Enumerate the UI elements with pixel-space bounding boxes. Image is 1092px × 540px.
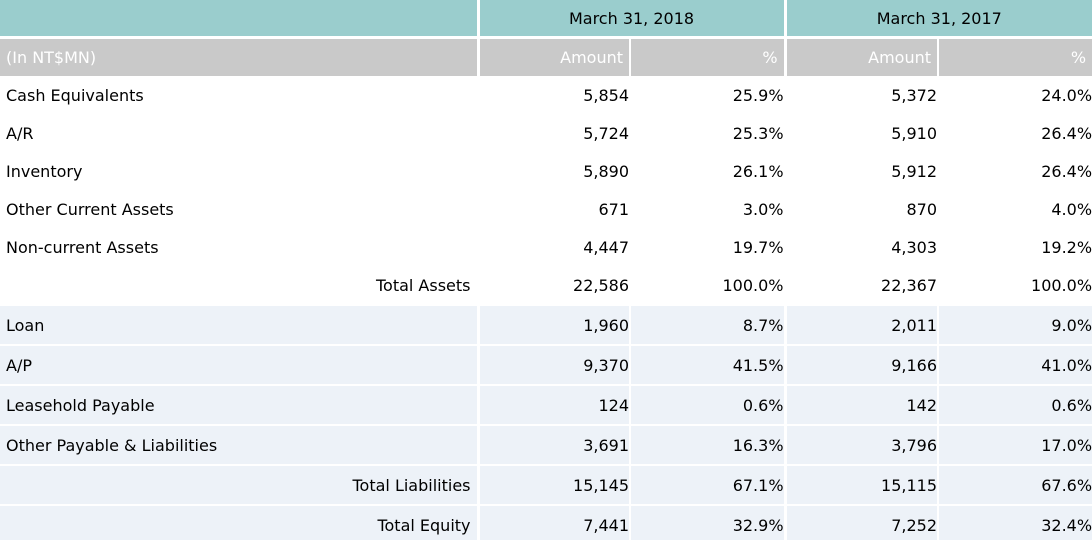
amount-2018-cell: 7,441 <box>476 504 630 540</box>
header-corner-cell <box>0 0 478 39</box>
amount-2018-cell: 15,145 <box>476 464 630 505</box>
percent-2018-cell: 41.5% <box>628 344 786 385</box>
percent-2017-cell: 32.4% <box>937 504 1092 540</box>
row-label: Total Equity <box>0 504 478 540</box>
table-row-other-current-assets: Other Current Assets 671 3.0% 870 4.0% <box>0 190 1092 228</box>
amount-2017-cell: 5,912 <box>783 152 939 190</box>
table-row-other-payable-liabilities: Other Payable & Liabilities 3,691 16.3% … <box>0 424 1092 465</box>
amount-2018-cell: 671 <box>476 190 630 228</box>
row-label: Loan <box>0 304 478 345</box>
table-row-inventory: Inventory 5,890 26.1% 5,912 26.4% <box>0 152 1092 190</box>
header-amount-2017: Amount <box>783 37 939 76</box>
amount-2017-cell: 142 <box>783 384 939 425</box>
percent-2018-cell: 26.1% <box>628 152 786 190</box>
row-label: Total Liabilities <box>0 464 478 505</box>
header-sub-row: (In NT$MN) Amount % Amount % <box>0 37 1092 76</box>
table-row-ar: A/R 5,724 25.3% 5,910 26.4% <box>0 114 1092 152</box>
amount-2017-cell: 4,303 <box>783 228 939 266</box>
row-label: Total Assets <box>0 266 478 305</box>
amount-2017-cell: 22,367 <box>783 266 939 305</box>
amount-2018-cell: 5,724 <box>476 114 630 152</box>
amount-2018-cell: 1,960 <box>476 304 630 345</box>
percent-2018-cell: 19.7% <box>628 228 786 266</box>
header-amount-2018: Amount <box>476 37 630 76</box>
percent-2017-cell: 0.6% <box>937 384 1092 425</box>
table-row-non-current-assets: Non-current Assets 4,447 19.7% 4,303 19.… <box>0 228 1092 266</box>
percent-2018-cell: 100.0% <box>628 266 786 305</box>
percent-2017-cell: 17.0% <box>937 424 1092 465</box>
amount-2017-cell: 870 <box>783 190 939 228</box>
unit-label: (In NT$MN) <box>0 37 478 76</box>
percent-2018-cell: 8.7% <box>628 304 786 345</box>
percent-2017-cell: 9.0% <box>937 304 1092 345</box>
header-group-2017: March 31, 2017 <box>783 0 1092 39</box>
table-row-loan: Loan 1,960 8.7% 2,011 9.0% <box>0 304 1092 345</box>
row-label: Other Current Assets <box>0 190 478 228</box>
row-label: Leasehold Payable <box>0 384 478 425</box>
percent-2018-cell: 67.1% <box>628 464 786 505</box>
percent-2018-cell: 16.3% <box>628 424 786 465</box>
amount-2018-cell: 5,890 <box>476 152 630 190</box>
row-label: Non-current Assets <box>0 228 478 266</box>
row-label: Cash Equivalents <box>0 76 478 114</box>
table-row-cash-equivalents: Cash Equivalents 5,854 25.9% 5,372 24.0% <box>0 76 1092 114</box>
percent-2017-cell: 19.2% <box>937 228 1092 266</box>
percent-2018-cell: 0.6% <box>628 384 786 425</box>
row-label: A/R <box>0 114 478 152</box>
amount-2018-cell: 22,586 <box>476 266 630 305</box>
amount-2017-cell: 3,796 <box>783 424 939 465</box>
row-label: Inventory <box>0 152 478 190</box>
percent-2018-cell: 25.9% <box>628 76 786 114</box>
row-label: A/P <box>0 344 478 385</box>
amount-2017-cell: 9,166 <box>783 344 939 385</box>
amount-2018-cell: 124 <box>476 384 630 425</box>
table-row-total-assets: Total Assets 22,586 100.0% 22,367 100.0% <box>0 266 1092 305</box>
percent-2018-cell: 3.0% <box>628 190 786 228</box>
header-group-2018: March 31, 2018 <box>476 0 786 39</box>
percent-2017-cell: 100.0% <box>937 266 1092 305</box>
table-row-total-equity: Total Equity 7,441 32.9% 7,252 32.4% <box>0 504 1092 540</box>
percent-2017-cell: 4.0% <box>937 190 1092 228</box>
table-row-ap: A/P 9,370 41.5% 9,166 41.0% <box>0 344 1092 385</box>
header-percent-2018: % <box>628 37 786 76</box>
amount-2018-cell: 3,691 <box>476 424 630 465</box>
percent-2017-cell: 41.0% <box>937 344 1092 385</box>
amount-2018-cell: 9,370 <box>476 344 630 385</box>
percent-2017-cell: 24.0% <box>937 76 1092 114</box>
amount-2017-cell: 15,115 <box>783 464 939 505</box>
percent-2017-cell: 26.4% <box>937 152 1092 190</box>
header-group-row: March 31, 2018 March 31, 2017 <box>0 0 1092 39</box>
row-label: Other Payable & Liabilities <box>0 424 478 465</box>
amount-2017-cell: 5,910 <box>783 114 939 152</box>
table-row-total-liabilities: Total Liabilities 15,145 67.1% 15,115 67… <box>0 464 1092 505</box>
amount-2018-cell: 5,854 <box>476 76 630 114</box>
amount-2018-cell: 4,447 <box>476 228 630 266</box>
amount-2017-cell: 7,252 <box>783 504 939 540</box>
percent-2018-cell: 32.9% <box>628 504 786 540</box>
percent-2018-cell: 25.3% <box>628 114 786 152</box>
amount-2017-cell: 5,372 <box>783 76 939 114</box>
header-percent-2017: % <box>937 37 1092 76</box>
percent-2017-cell: 67.6% <box>937 464 1092 505</box>
amount-2017-cell: 2,011 <box>783 304 939 345</box>
table-row-leasehold-payable: Leasehold Payable 124 0.6% 142 0.6% <box>0 384 1092 425</box>
percent-2017-cell: 26.4% <box>937 114 1092 152</box>
